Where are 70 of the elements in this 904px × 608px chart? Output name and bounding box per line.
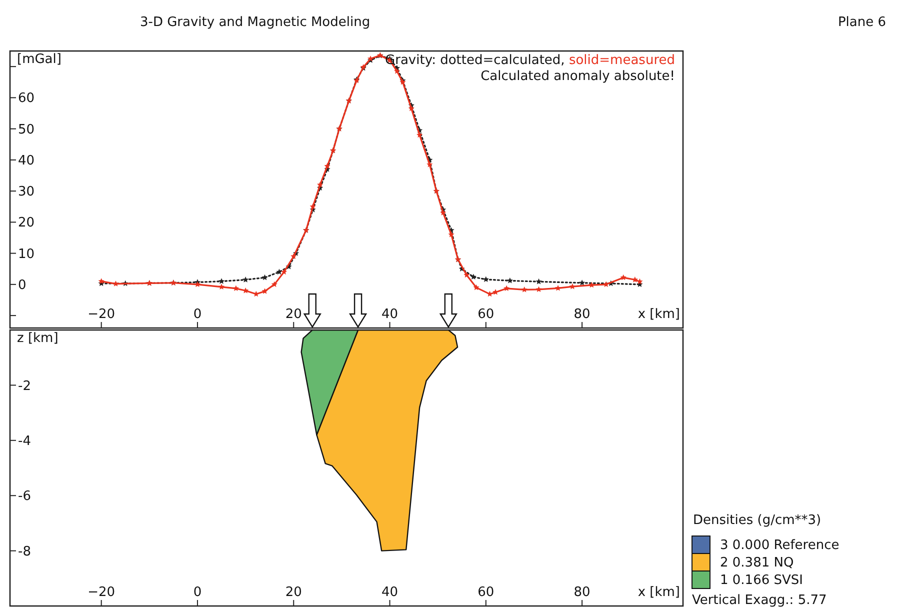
x-axis-title: x [km]	[638, 585, 680, 600]
legend-title: Densities (g/cm**3)	[693, 513, 822, 528]
y-axis-title: z [km]	[17, 331, 58, 346]
point	[218, 278, 225, 284]
y-tick-label: 30	[18, 184, 35, 200]
y-tick-label: 50	[18, 122, 35, 138]
point	[473, 284, 480, 290]
legend-label: 3 0.000 Reference	[720, 538, 840, 553]
annotation: Calculated anomaly absolute!	[480, 69, 675, 84]
y-tick-label: 0	[18, 278, 26, 293]
y-axis-title: [mGal]	[17, 52, 62, 67]
x-tick-label: 20	[285, 585, 302, 600]
point	[464, 272, 470, 278]
y-tick-label: -6	[18, 489, 31, 504]
point	[218, 284, 225, 290]
y-tick-label: -4	[18, 434, 31, 449]
x-tick-label: −20	[88, 307, 116, 322]
point	[98, 278, 104, 284]
x-tick-label: 0	[193, 307, 202, 322]
point	[536, 278, 542, 284]
point	[620, 274, 626, 280]
point	[416, 132, 423, 138]
x-tick-label: 40	[381, 585, 398, 600]
legend-label: 2 0.381 NQ	[720, 556, 794, 570]
x-tick-label: 80	[574, 585, 590, 600]
point	[194, 281, 201, 288]
legend-label: 1 0.166 SVSI	[720, 573, 803, 588]
y-tick-label: 40	[18, 153, 35, 168]
point	[470, 274, 476, 280]
point	[394, 68, 400, 74]
point	[440, 210, 446, 216]
x-tick-label: 60	[478, 307, 494, 322]
point	[506, 277, 513, 284]
x-axis-title: x [km]	[638, 307, 680, 322]
x-tick-label: 60	[478, 585, 494, 600]
text: Vertical Exagg.: 5.77	[692, 593, 827, 608]
y-tick-label: -8	[18, 544, 31, 560]
chart-title: 3-D Gravity and Magnetic Modeling	[140, 15, 370, 30]
point	[271, 281, 278, 288]
text: Plane 6	[838, 15, 886, 30]
point	[262, 274, 268, 280]
point	[280, 268, 288, 275]
y-tick-label: 10	[18, 246, 35, 262]
point	[448, 231, 454, 238]
x-tick-label: 40	[381, 307, 398, 322]
x-tick-label: 20	[285, 307, 302, 322]
point	[554, 284, 562, 291]
point	[324, 162, 330, 169]
point	[579, 280, 586, 286]
y-tick-label: 60	[18, 91, 35, 106]
point	[588, 282, 595, 288]
point	[317, 182, 324, 188]
point	[408, 105, 414, 112]
point	[569, 283, 576, 290]
x-tick-label: −20	[88, 585, 116, 600]
y-tick-label: 20	[18, 216, 35, 231]
text: solid=measured	[568, 53, 675, 68]
point	[232, 285, 239, 292]
point	[536, 286, 542, 292]
point	[521, 286, 528, 292]
point	[290, 253, 297, 260]
point	[426, 161, 433, 168]
text: dotted=calculated,	[440, 53, 569, 68]
point	[242, 276, 249, 282]
x-tick-label: 0	[193, 585, 202, 600]
point	[310, 203, 316, 210]
point	[262, 288, 268, 294]
y-tick-label: -2	[18, 378, 31, 394]
point	[504, 285, 510, 292]
x-tick-label: 80	[574, 307, 590, 322]
